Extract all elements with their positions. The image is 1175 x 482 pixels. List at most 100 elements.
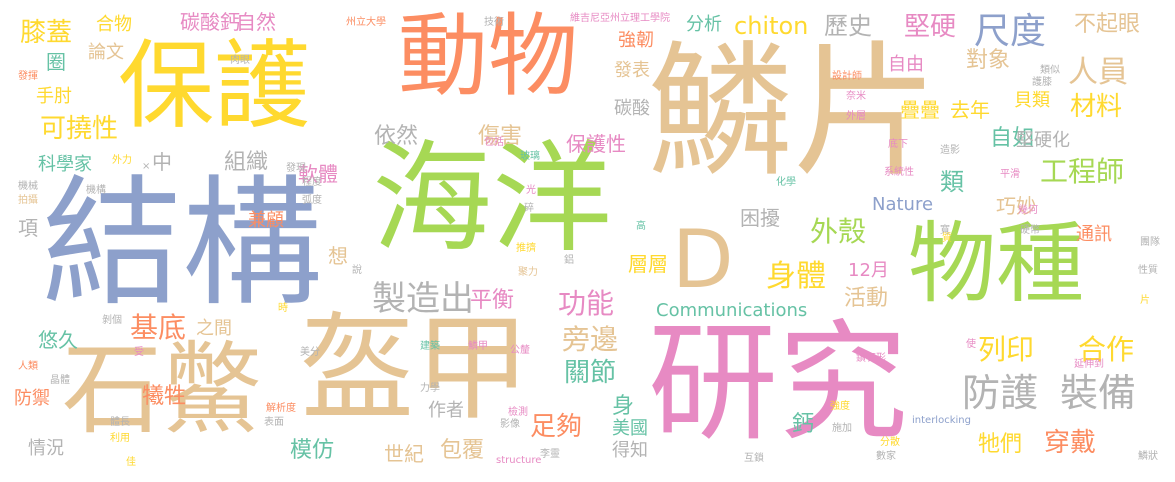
word-bother: 困擾 xyxy=(740,206,780,230)
word-wide: 寬 xyxy=(940,225,950,236)
word-high: 高 xyxy=(636,221,646,232)
word-they: 牠們 xyxy=(978,432,1023,457)
word-nano: 奈米 xyxy=(846,91,866,102)
word-material: 材料 xyxy=(1070,92,1123,122)
word-image: 影像 xyxy=(500,419,520,430)
word-crystal: 晶體 xyxy=(50,375,70,386)
word-state-univ: 州立大學 xyxy=(346,17,386,28)
word-cent: 美分 xyxy=(300,347,320,358)
word-calcium: 鈣 xyxy=(792,412,815,437)
word-hard: 堅硬 xyxy=(904,12,957,42)
word-times: × xyxy=(142,161,151,172)
word-activity: 活動 xyxy=(844,286,889,311)
word-learned: 得知 xyxy=(612,440,648,461)
word-property: 性質 xyxy=(1138,265,1158,276)
word-chiton-zh: 石鱉 xyxy=(62,331,262,448)
word-structure: 結構 xyxy=(42,163,323,326)
word-resist: 防禦 xyxy=(14,388,50,409)
word-think: 想 xyxy=(328,244,348,268)
word-systematic: 系統性 xyxy=(884,167,914,178)
word-utilize: 利用 xyxy=(110,433,130,444)
word-enough: 足夠 xyxy=(530,412,583,442)
word-coin: 硬幣 xyxy=(1020,225,1040,236)
word-body: 身體 xyxy=(766,259,826,294)
word-beneath: 底下 xyxy=(888,139,908,150)
word-mollusc: 軟體 xyxy=(298,162,338,186)
word-piece: 片 xyxy=(1140,295,1150,306)
word-surface: 表面 xyxy=(264,417,284,428)
word-mechanism: 機構 xyxy=(86,185,106,196)
word-scale-armor: 鱗甲 xyxy=(468,341,488,352)
word-make: 使 xyxy=(966,339,976,350)
word-elbow: 手肘 xyxy=(36,86,72,107)
word-interlock: 互鎖 xyxy=(744,453,764,464)
word-balance: 平衡 xyxy=(470,288,515,313)
word-outer-layer: 外層 xyxy=(846,111,866,122)
word-last-year: 去年 xyxy=(950,98,990,122)
word-protective: 保護性 xyxy=(566,132,626,156)
word-shatter: 碎 xyxy=(524,203,534,214)
word-mechanics: 力學 xyxy=(420,383,440,394)
word-geometry: 幾何 xyxy=(1018,205,1038,216)
word-still: 依然 xyxy=(374,124,419,149)
word-several: 數家 xyxy=(876,451,896,462)
word-shellfish: 貝類 xyxy=(1014,90,1050,111)
word-chiton: chiton xyxy=(734,12,809,40)
word-architecture: 建築 xyxy=(420,341,440,352)
word-strength: 強度 xyxy=(830,401,850,412)
word-wear: 穿戴 xyxy=(1044,428,1097,458)
word-century: 世紀 xyxy=(384,442,424,466)
word-sacrifice: 犧牲 xyxy=(142,384,187,409)
word-structure-en: structure xyxy=(496,455,542,466)
word-arc: 弧度 xyxy=(302,195,322,206)
word-item: 項 xyxy=(18,216,38,240)
word-class: 類 xyxy=(940,168,964,196)
word-imaging: 造影 xyxy=(940,145,960,156)
word-chemistry: 化學 xyxy=(776,177,796,188)
word-apply: 施加 xyxy=(832,423,852,434)
word-resolution: 解析度 xyxy=(266,403,296,414)
word-freedom: 自由 xyxy=(888,54,924,75)
word-publish: 發表 xyxy=(614,60,650,81)
word-knee-pad: 護膝 xyxy=(1032,77,1052,88)
word-shell: 外殼 xyxy=(810,215,867,248)
word-cohesion: 聚力 xyxy=(518,267,538,278)
word-inspect: 檢測 xyxy=(508,407,528,418)
word-receive: 受 xyxy=(134,347,144,358)
word-defense: 防護 xyxy=(962,371,1039,415)
word-external-force: 外力 xyxy=(112,155,132,166)
word-december: 12月 xyxy=(848,260,889,281)
word-tissue: 組織 xyxy=(224,150,269,175)
word-body-single: 身 xyxy=(612,394,635,419)
word-harm: 傷害 xyxy=(478,124,523,149)
word-exert: 發揮 xyxy=(18,71,38,82)
word-team: 團隊 xyxy=(1140,237,1160,248)
word-aluminum: 鋁 xyxy=(564,255,574,266)
word-species: 物種 xyxy=(908,212,1085,315)
word-ring: 圈 xyxy=(46,50,66,74)
word-d: D xyxy=(672,213,734,306)
word-naked-eye: 肉眼 xyxy=(230,55,250,66)
word-include: 包括 xyxy=(484,137,504,148)
word-scales: 鱗片 xyxy=(648,28,938,197)
word-mm: 公釐 xyxy=(510,345,530,356)
word-analysis: 分析 xyxy=(686,14,722,35)
word-squeeze: 推擠 xyxy=(516,243,536,254)
word-degree: 程度 xyxy=(302,177,322,188)
word-author: 作者 xyxy=(428,400,464,421)
word-say: 說 xyxy=(352,265,362,276)
word-smooth: 平滑 xyxy=(1000,169,1020,180)
word-scale: 尺度 xyxy=(974,11,1047,52)
word-glass: 玻璃 xyxy=(520,151,540,162)
word-armor: 盔甲 xyxy=(300,302,531,436)
word-vt: 維吉尼亞州立理工學院 xyxy=(570,13,670,24)
word-calcium-carbonate: 碳酸鈣 xyxy=(180,10,240,34)
word-middle: 中 xyxy=(152,150,172,174)
word-peel: 剝個 xyxy=(102,315,122,326)
word-nature-zh: 自然 xyxy=(236,10,276,34)
word-scaly: 鱗狀 xyxy=(1138,451,1158,462)
word-imitate: 模仿 xyxy=(290,438,335,463)
word-hardening: 堅硬化 xyxy=(1016,130,1070,151)
word-equipment: 裝備 xyxy=(1060,371,1137,415)
